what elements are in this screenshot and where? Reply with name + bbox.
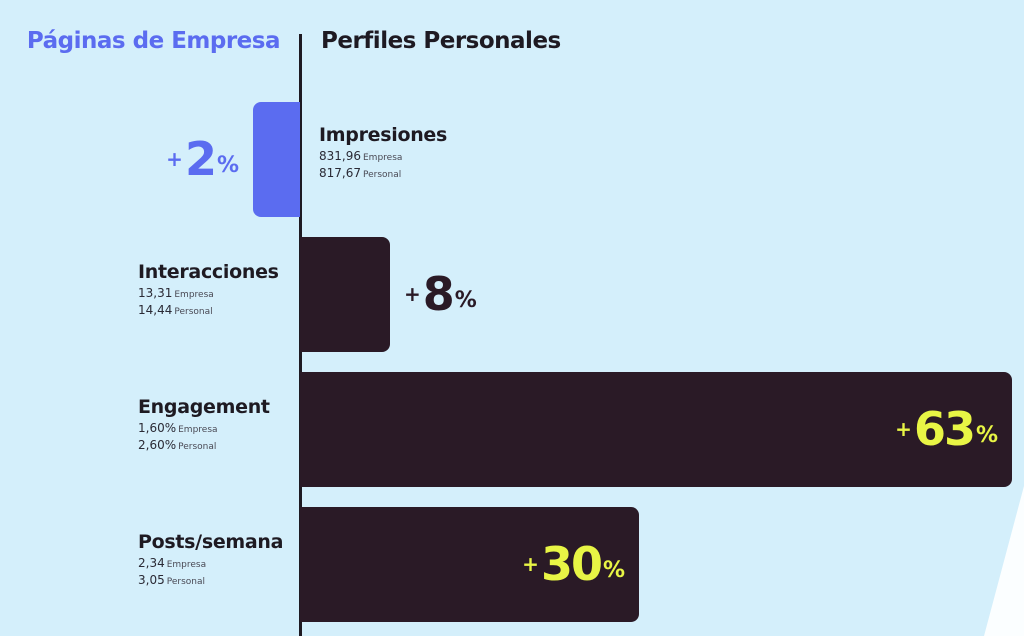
- metric-name: Engagement: [138, 396, 270, 418]
- percent-sign: %: [216, 153, 239, 178]
- percent-sign: %: [975, 423, 998, 448]
- empresa-value: 2,34 Empresa: [138, 556, 283, 570]
- personal-value: 2,60% Personal: [138, 438, 270, 452]
- percent-sign: %: [602, 558, 625, 583]
- bar-0: [253, 102, 300, 217]
- diff-value: 30: [540, 537, 603, 591]
- diff-label-2: +63%: [895, 402, 998, 456]
- diff-label-1: +8%: [404, 267, 477, 321]
- metric-name: Posts/semana: [138, 531, 284, 553]
- empresa-value: 831,96 Empresa: [319, 149, 447, 163]
- metric-name: Impresiones: [319, 124, 448, 146]
- empresa-tag: Empresa: [174, 290, 214, 300]
- metric-name: Interacciones: [138, 261, 279, 283]
- percent-sign: %: [454, 288, 477, 313]
- diff-value: 2: [184, 132, 217, 186]
- corner-decoration: [984, 486, 1024, 636]
- diff-value: 63: [913, 402, 976, 456]
- empresa-tag: Empresa: [166, 560, 207, 570]
- plus-sign: +: [522, 552, 539, 576]
- empresa-number: 1,60%: [138, 421, 177, 435]
- personal-number: 3,05: [138, 573, 165, 587]
- empresa-number: 2,34: [138, 556, 165, 570]
- bar-3: [300, 507, 639, 622]
- metric-label-2: Engagement 1,60% Empresa 2,60% Personal: [138, 396, 270, 452]
- metric-label-0: Impresiones 831,96 Empresa 817,67 Personal: [319, 124, 447, 180]
- header-empresa: Páginas de Empresa: [26, 28, 281, 54]
- personal-tag: Personal: [363, 170, 402, 180]
- personal-number: 14,44: [138, 303, 173, 317]
- plus-sign: +: [166, 147, 183, 171]
- empresa-tag: Empresa: [178, 425, 218, 435]
- diff-label-3: +30%: [522, 537, 625, 591]
- empresa-number: 831,96: [319, 149, 361, 163]
- bar-2: [300, 372, 1012, 487]
- metric-label-3: Posts/semana 2,34 Empresa 3,05 Personal: [138, 531, 283, 587]
- diff-label-0: +2%: [166, 132, 239, 186]
- diff-value: 8: [422, 267, 455, 321]
- metric-label-1: Interacciones 13,31 Empresa 14,44 Personal: [138, 261, 279, 317]
- personal-tag: Personal: [166, 577, 205, 587]
- empresa-value: 13,31 Empresa: [138, 286, 279, 300]
- empresa-number: 13,31: [138, 286, 173, 300]
- personal-number: 2,60%: [138, 438, 177, 452]
- plus-sign: +: [895, 417, 912, 441]
- personal-tag: Personal: [174, 307, 213, 317]
- empresa-tag: Empresa: [363, 153, 403, 163]
- personal-value: 3,05 Personal: [138, 573, 283, 587]
- plus-sign: +: [404, 282, 421, 306]
- personal-value: 14,44 Personal: [138, 303, 279, 317]
- header-personal: Perfiles Personales: [321, 28, 561, 54]
- personal-number: 817,67: [319, 166, 361, 180]
- personal-tag: Personal: [178, 442, 217, 452]
- bar-1: [300, 237, 390, 352]
- personal-value: 817,67 Personal: [319, 166, 447, 180]
- empresa-value: 1,60% Empresa: [138, 421, 270, 435]
